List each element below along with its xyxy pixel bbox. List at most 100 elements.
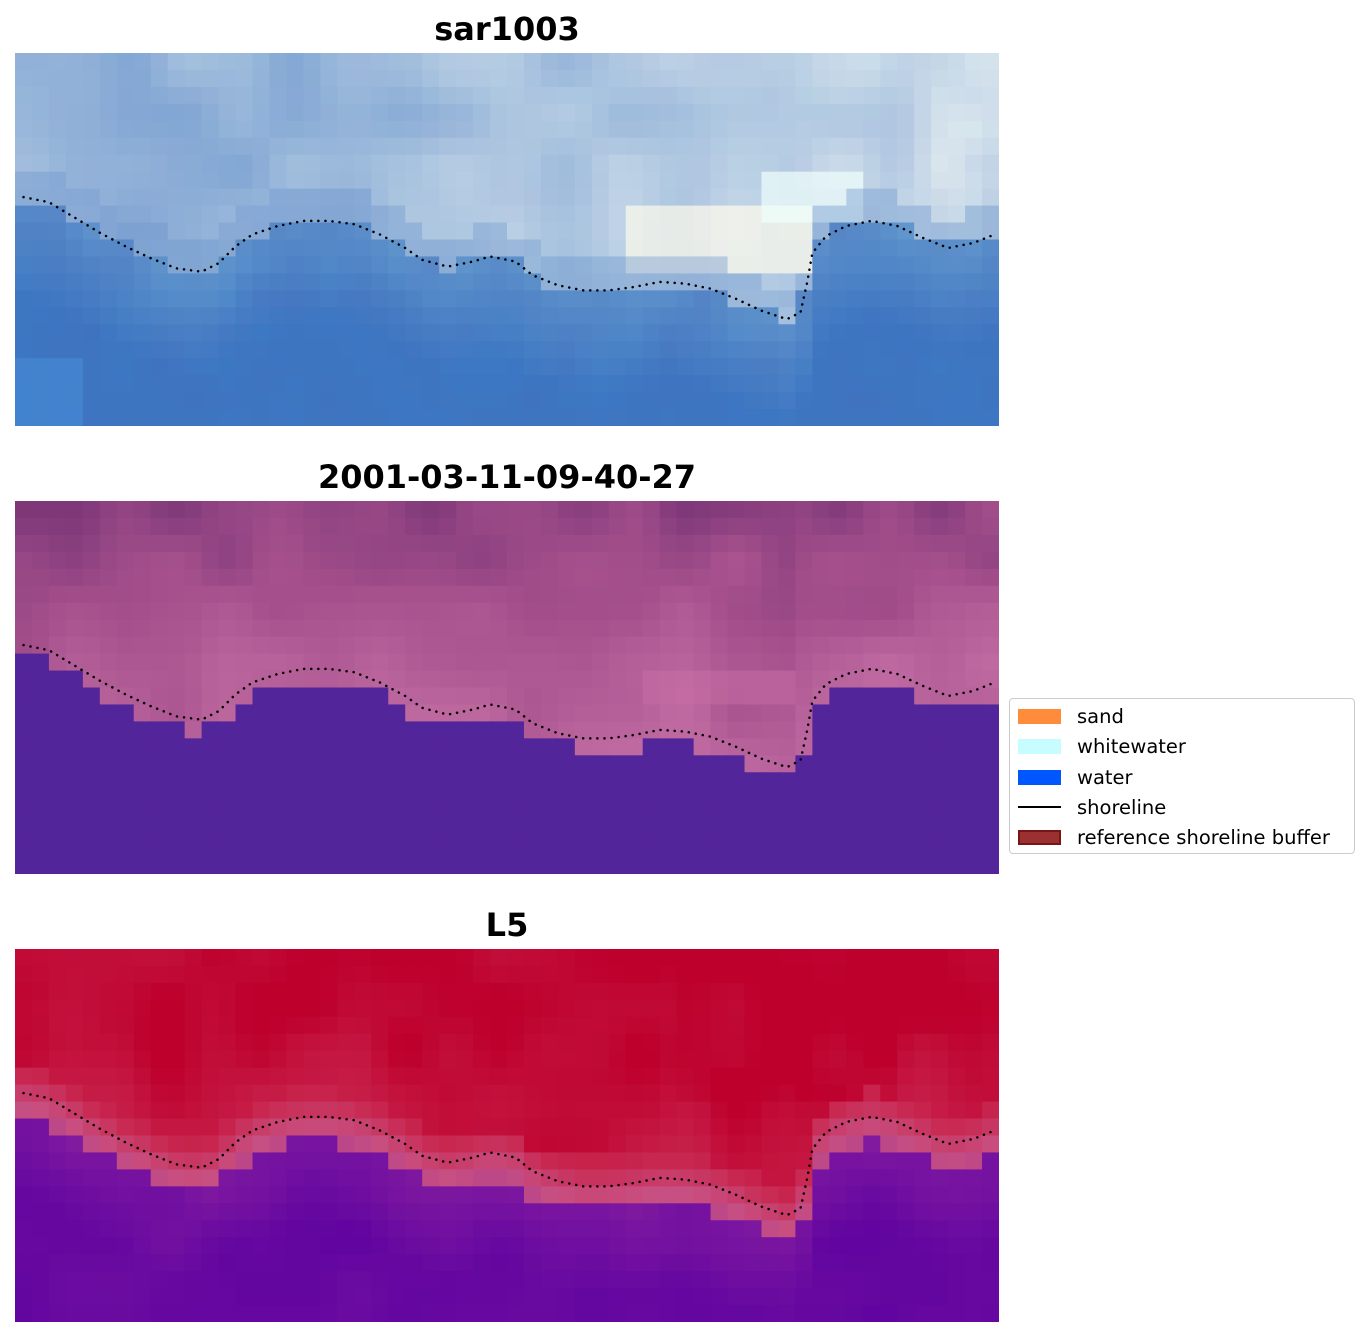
rgb-pixel [523,120,542,139]
classified-pixel [846,517,864,536]
index-pixel [540,1084,559,1103]
index-pixel [897,949,915,967]
rgb-pixel [31,205,50,224]
rgb-pixel [354,120,372,139]
classified-pixel [676,501,695,519]
rgb-pixel [303,307,322,325]
index-pixel [540,1288,559,1306]
index-pixel [795,1050,814,1069]
rgb-pixel [812,409,831,426]
index-pixel [303,1203,322,1221]
rgb-pixel [982,120,999,139]
classified-pixel [303,840,322,858]
classified-pixel [727,840,746,858]
index-pixel [303,1016,322,1035]
classified-pixel [15,857,33,874]
classified-pixel [914,501,932,519]
rgb-pixel [320,53,339,71]
classified-pixel [337,823,355,841]
classified-pixel [150,534,169,553]
rgb-pixel [388,392,406,410]
index-pixel [456,1169,474,1188]
rgb-pixel [795,205,814,224]
classified-pixel [795,687,814,706]
rgb-pixel [557,290,576,308]
rgb-pixel [269,409,288,426]
rgb-pixel [439,137,457,156]
classified-pixel [422,636,440,655]
index-pixel [608,1067,627,1086]
rgb-pixel [82,256,101,275]
index-pixel [608,999,627,1018]
classified-pixel [167,517,186,536]
rgb-pixel [473,392,491,410]
rgb-pixel [744,290,763,308]
rgb-pixel [965,69,983,88]
rgb-pixel [778,154,797,173]
rgb-pixel [167,86,186,105]
rgb-pixel [337,392,355,410]
rgb-pixel [490,290,508,308]
index-pixel [303,1237,322,1255]
classified-pixel [625,501,644,519]
index-pixel [642,1050,661,1069]
index-pixel [116,1016,135,1035]
index-pixel [473,949,491,967]
classified-pixel [31,670,50,689]
rgb-pixel [167,409,186,426]
index-pixel [150,1135,169,1154]
rgb-pixel [574,53,593,71]
rgb-pixel [337,409,355,426]
classified-pixel [914,840,932,858]
index-pixel [184,1254,203,1272]
classified-pixel [642,687,661,706]
index-pixel [31,1016,50,1035]
classified-pixel [948,568,966,587]
classified-pixel [574,840,593,858]
rgb-pixel [914,256,932,275]
classified-pixel [15,619,33,638]
classified-pixel [897,585,915,604]
index-pixel [48,982,67,1001]
classified-pixel [422,568,440,587]
rgb-pixel [422,307,440,325]
rgb-pixel [371,256,389,275]
rgb-pixel [15,256,33,275]
rgb-pixel [184,239,203,258]
rgb-pixel [303,392,322,410]
index-pixel [829,1101,847,1120]
rgb-pixel [965,324,983,342]
classified-pixel [625,772,644,790]
classified-pixel [761,636,780,655]
rgb-pixel [48,256,67,275]
classified-pixel [31,857,50,874]
classified-pixel [659,653,678,672]
classified-pixel [201,823,220,841]
index-pixel [320,965,339,984]
rgb-pixel [65,307,84,325]
index-pixel [388,1135,406,1154]
index-pixel [201,1271,220,1289]
rgb-pixel [456,256,474,275]
index-pixel [982,1050,999,1069]
rgb-pixel [642,256,661,275]
rgb-pixel [931,205,949,224]
index-pixel [388,949,406,967]
rgb-pixel [235,154,254,173]
classified-pixel [761,687,780,706]
index-pixel [218,982,237,1001]
index-pixel [473,1271,491,1289]
rgb-pixel [490,154,508,173]
rgb-pixel [744,137,763,156]
rgb-pixel [184,120,203,139]
rgb-pixel [812,120,831,139]
classified-pixel [982,653,999,672]
classified-pixel [863,551,881,570]
index-pixel [642,965,661,984]
index-pixel [676,999,695,1018]
index-pixel [269,1118,288,1137]
index-pixel [116,1101,135,1120]
rgb-pixel [456,188,474,207]
index-pixel [914,1237,932,1255]
index-pixel [710,965,729,984]
